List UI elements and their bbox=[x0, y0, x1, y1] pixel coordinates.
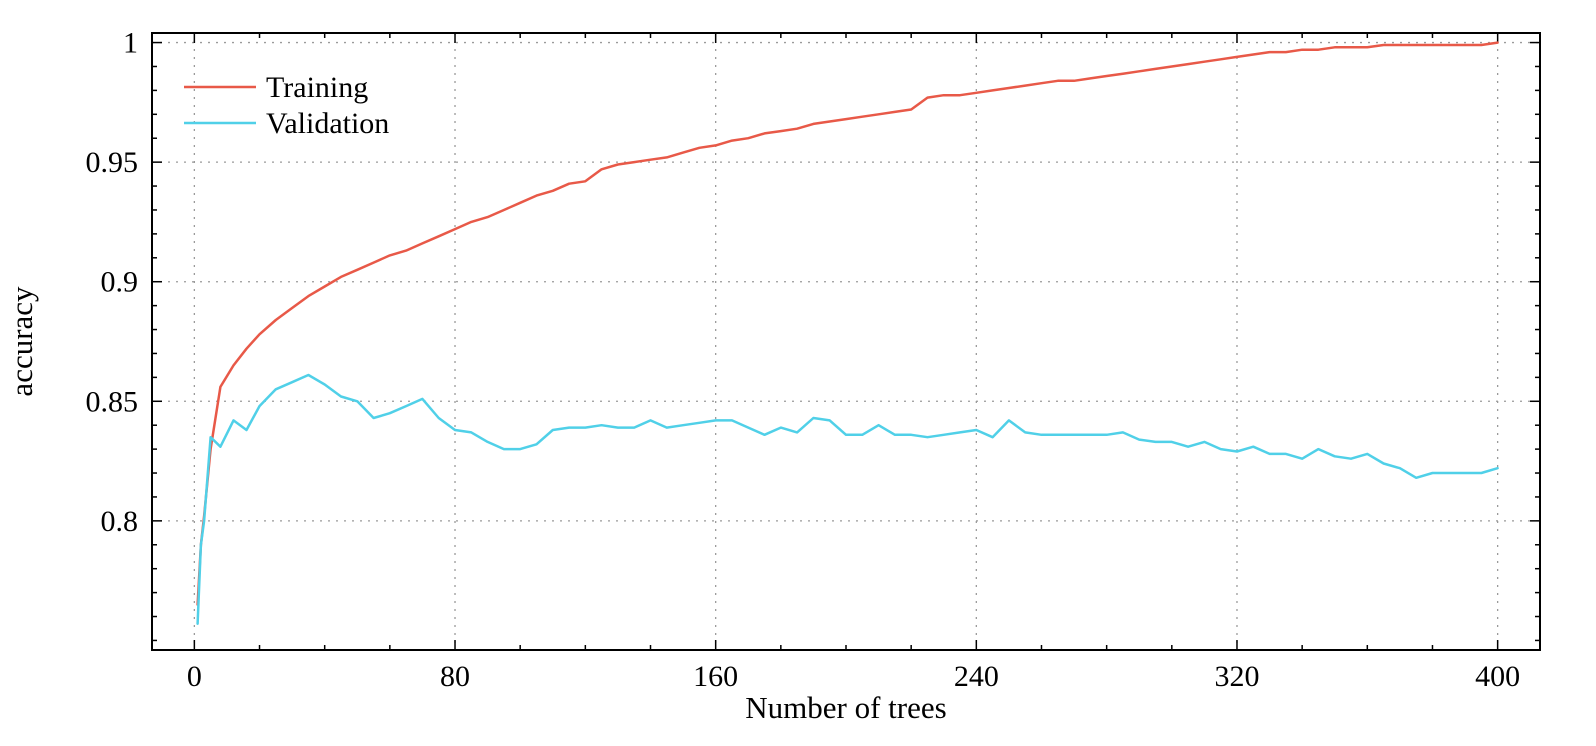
legend-label: Training bbox=[266, 71, 368, 104]
x-tick-label: 160 bbox=[693, 660, 738, 693]
x-tick-label: 0 bbox=[187, 660, 202, 693]
y-tick-label: 1 bbox=[123, 27, 138, 60]
y-tick-label: 0.9 bbox=[101, 266, 139, 299]
x-tick-label: 240 bbox=[954, 660, 999, 693]
x-tick-label: 80 bbox=[440, 660, 470, 693]
series-line-validation bbox=[196, 373, 1499, 625]
y-axis-label: accuracy bbox=[4, 286, 39, 397]
x-tick-label: 320 bbox=[1214, 660, 1259, 693]
y-tick-label: 0.95 bbox=[86, 146, 139, 179]
x-tick-label: 400 bbox=[1475, 660, 1520, 693]
x-axis-label: Number of trees bbox=[745, 690, 946, 725]
series-line-training bbox=[196, 41, 1499, 606]
y-tick-label: 0.85 bbox=[86, 385, 139, 418]
y-tick-label: 0.8 bbox=[101, 505, 139, 538]
legend-label: Validation bbox=[266, 107, 389, 140]
